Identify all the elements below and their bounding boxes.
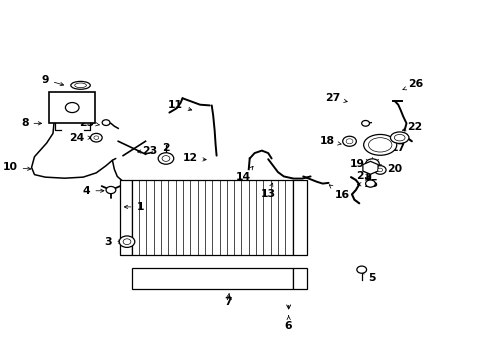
Bar xyxy=(132,180,292,255)
Text: 8: 8 xyxy=(21,118,41,128)
Circle shape xyxy=(346,139,352,144)
Ellipse shape xyxy=(71,81,90,89)
Text: 12: 12 xyxy=(183,153,206,163)
Bar xyxy=(49,92,95,123)
Ellipse shape xyxy=(363,134,396,155)
Circle shape xyxy=(356,266,366,273)
Text: 4: 4 xyxy=(82,186,103,196)
Text: 9: 9 xyxy=(41,75,63,86)
Circle shape xyxy=(123,239,131,244)
Text: 14: 14 xyxy=(236,166,252,182)
Circle shape xyxy=(102,120,110,126)
Circle shape xyxy=(90,134,102,142)
Text: 25: 25 xyxy=(79,118,100,128)
Circle shape xyxy=(94,136,99,139)
Circle shape xyxy=(119,236,135,247)
Bar xyxy=(292,180,306,255)
Text: 22: 22 xyxy=(402,122,421,132)
Text: 17: 17 xyxy=(385,143,405,153)
Text: 26: 26 xyxy=(402,79,423,90)
Circle shape xyxy=(365,180,375,187)
Text: 11: 11 xyxy=(168,100,191,111)
Text: 21: 21 xyxy=(356,171,371,181)
Ellipse shape xyxy=(389,132,408,143)
Text: 7: 7 xyxy=(224,294,231,307)
Text: 16: 16 xyxy=(328,185,349,200)
Text: 18: 18 xyxy=(320,136,341,146)
Circle shape xyxy=(361,121,369,126)
Text: 2: 2 xyxy=(162,143,169,157)
Text: 10: 10 xyxy=(2,162,31,172)
Circle shape xyxy=(342,136,356,146)
Circle shape xyxy=(65,103,79,113)
Text: 13: 13 xyxy=(260,183,275,199)
Text: 27: 27 xyxy=(324,93,346,103)
Text: 20: 20 xyxy=(380,164,402,174)
Circle shape xyxy=(162,156,169,161)
Text: 6: 6 xyxy=(285,316,292,331)
Bar xyxy=(132,268,292,289)
Text: 1: 1 xyxy=(124,202,143,212)
Circle shape xyxy=(106,186,116,194)
Ellipse shape xyxy=(393,134,404,141)
Text: 23: 23 xyxy=(137,145,157,156)
Text: 15: 15 xyxy=(357,179,378,189)
Circle shape xyxy=(377,168,382,172)
Circle shape xyxy=(158,153,173,164)
Bar xyxy=(292,268,306,289)
Text: 24: 24 xyxy=(69,133,91,143)
Text: 5: 5 xyxy=(362,271,374,283)
Circle shape xyxy=(365,159,379,169)
Ellipse shape xyxy=(75,83,86,87)
Ellipse shape xyxy=(368,138,391,152)
Circle shape xyxy=(374,166,385,174)
Text: 19: 19 xyxy=(348,159,371,169)
Text: 3: 3 xyxy=(104,237,122,247)
Bar xyxy=(120,180,132,255)
